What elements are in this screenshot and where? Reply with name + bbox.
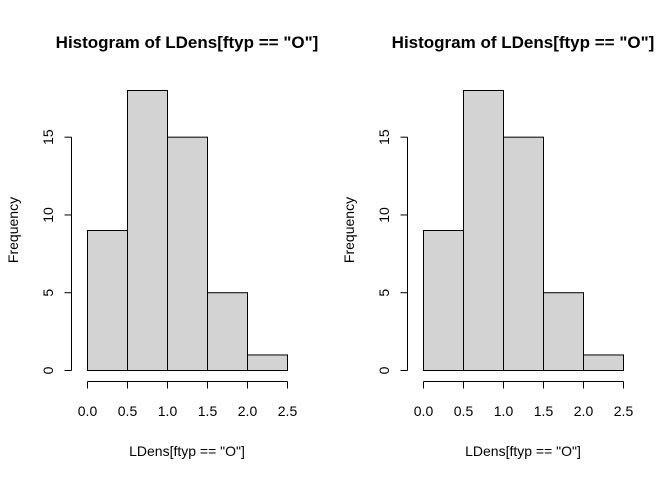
y-tick-label: 10 — [376, 207, 392, 223]
y-tick-label: 5 — [40, 289, 56, 297]
x-tick-label: 2.0 — [574, 403, 594, 419]
y-axis: 0 5 10 15 — [40, 129, 72, 374]
y-axis-label: Frequency — [5, 197, 21, 263]
x-tick-label: 0.5 — [454, 403, 474, 419]
x-tick-label: 1.0 — [158, 403, 178, 419]
x-tick-label: 2.5 — [278, 403, 298, 419]
histogram-bar — [247, 354, 288, 372]
x-axis-label: LDens[ftyp == "O"] — [465, 443, 581, 459]
x-tick-label: 0.5 — [118, 403, 138, 419]
chart-title: Histogram of LDens[ftyp == "O"] — [392, 33, 655, 52]
histogram-bar — [463, 90, 504, 371]
y-tick-label: 5 — [376, 289, 392, 297]
chart-title: Histogram of LDens[ftyp == "O"] — [56, 33, 319, 52]
x-tick-label: 0.0 — [414, 403, 434, 419]
y-tick-label: 15 — [376, 129, 392, 145]
y-tick-label: 0 — [376, 366, 392, 374]
x-axis: 0.0 0.5 1.0 1.5 2.0 2.5 — [414, 381, 634, 419]
y-axis-label: Frequency — [341, 197, 357, 263]
histogram-panel-2: Histogram of LDens[ftyp == "O"] LDens[ft… — [341, 33, 654, 459]
x-tick-label: 1.5 — [198, 403, 218, 419]
x-tick-label: 2.0 — [238, 403, 258, 419]
x-tick-label: 0.0 — [78, 403, 98, 419]
x-tick-label: 1.5 — [534, 403, 554, 419]
y-tick-label: 15 — [40, 129, 56, 145]
histogram-bar — [503, 136, 544, 371]
histogram-bar — [207, 292, 248, 372]
y-tick-label: 10 — [40, 207, 56, 223]
bars — [87, 90, 288, 372]
y-axis: 0 5 10 15 — [376, 129, 408, 374]
x-axis-label: LDens[ftyp == "O"] — [129, 443, 245, 459]
x-tick-label: 1.0 — [494, 403, 514, 419]
x-axis: 0.0 0.5 1.0 1.5 2.0 2.5 — [78, 381, 298, 419]
bars — [423, 90, 624, 372]
histogram-bar — [127, 90, 168, 371]
histogram-bar — [583, 354, 624, 372]
histogram-bar — [87, 230, 128, 371]
histogram-bar — [423, 230, 464, 371]
histogram-bar — [167, 136, 208, 371]
histogram-bar — [543, 292, 584, 372]
x-tick-label: 2.5 — [614, 403, 634, 419]
histogram-panel-1: Histogram of LDens[ftyp == "O"] LDens[ft… — [5, 33, 318, 459]
y-tick-label: 0 — [40, 366, 56, 374]
